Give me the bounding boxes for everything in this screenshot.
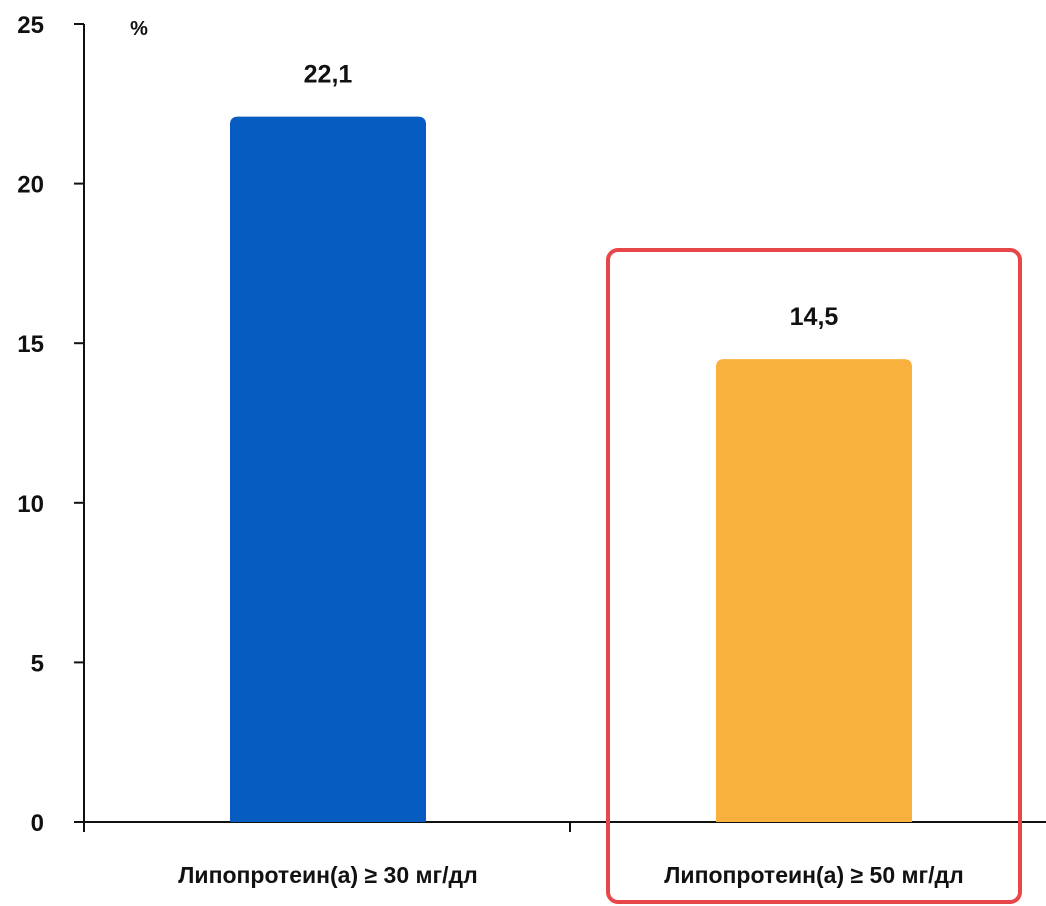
y-axis: 0 5 10 15 20 25 (17, 12, 85, 837)
category-label: Липопротеин(а) ≥ 30 мг/дл (178, 862, 477, 888)
y-tick-label: 25 (17, 12, 44, 39)
y-axis-unit-label: % (130, 18, 148, 40)
bars (230, 116, 912, 823)
highlight-rect (606, 248, 1022, 904)
bar-1 (230, 116, 426, 823)
category-labels: Липопротеин(а) ≥ 30 мг/дл Липопротеин(а) … (178, 862, 963, 888)
highlight-box (606, 248, 1022, 904)
y-tick-label: 15 (17, 331, 44, 358)
x-axis (74, 821, 1046, 832)
value-labels: 22,1 14,5 (304, 61, 839, 332)
y-tick-label: 10 (17, 491, 44, 518)
bar-value-label: 14,5 (790, 303, 839, 331)
bar-2 (716, 359, 912, 822)
y-tick-label: 5 (31, 650, 44, 677)
bar-value-label: 22,1 (304, 61, 353, 89)
y-tick-label: 20 (17, 172, 44, 199)
category-label: Липопротеин(а) ≥ 50 мг/дл (664, 862, 963, 888)
y-tick-label: 0 (31, 810, 44, 837)
